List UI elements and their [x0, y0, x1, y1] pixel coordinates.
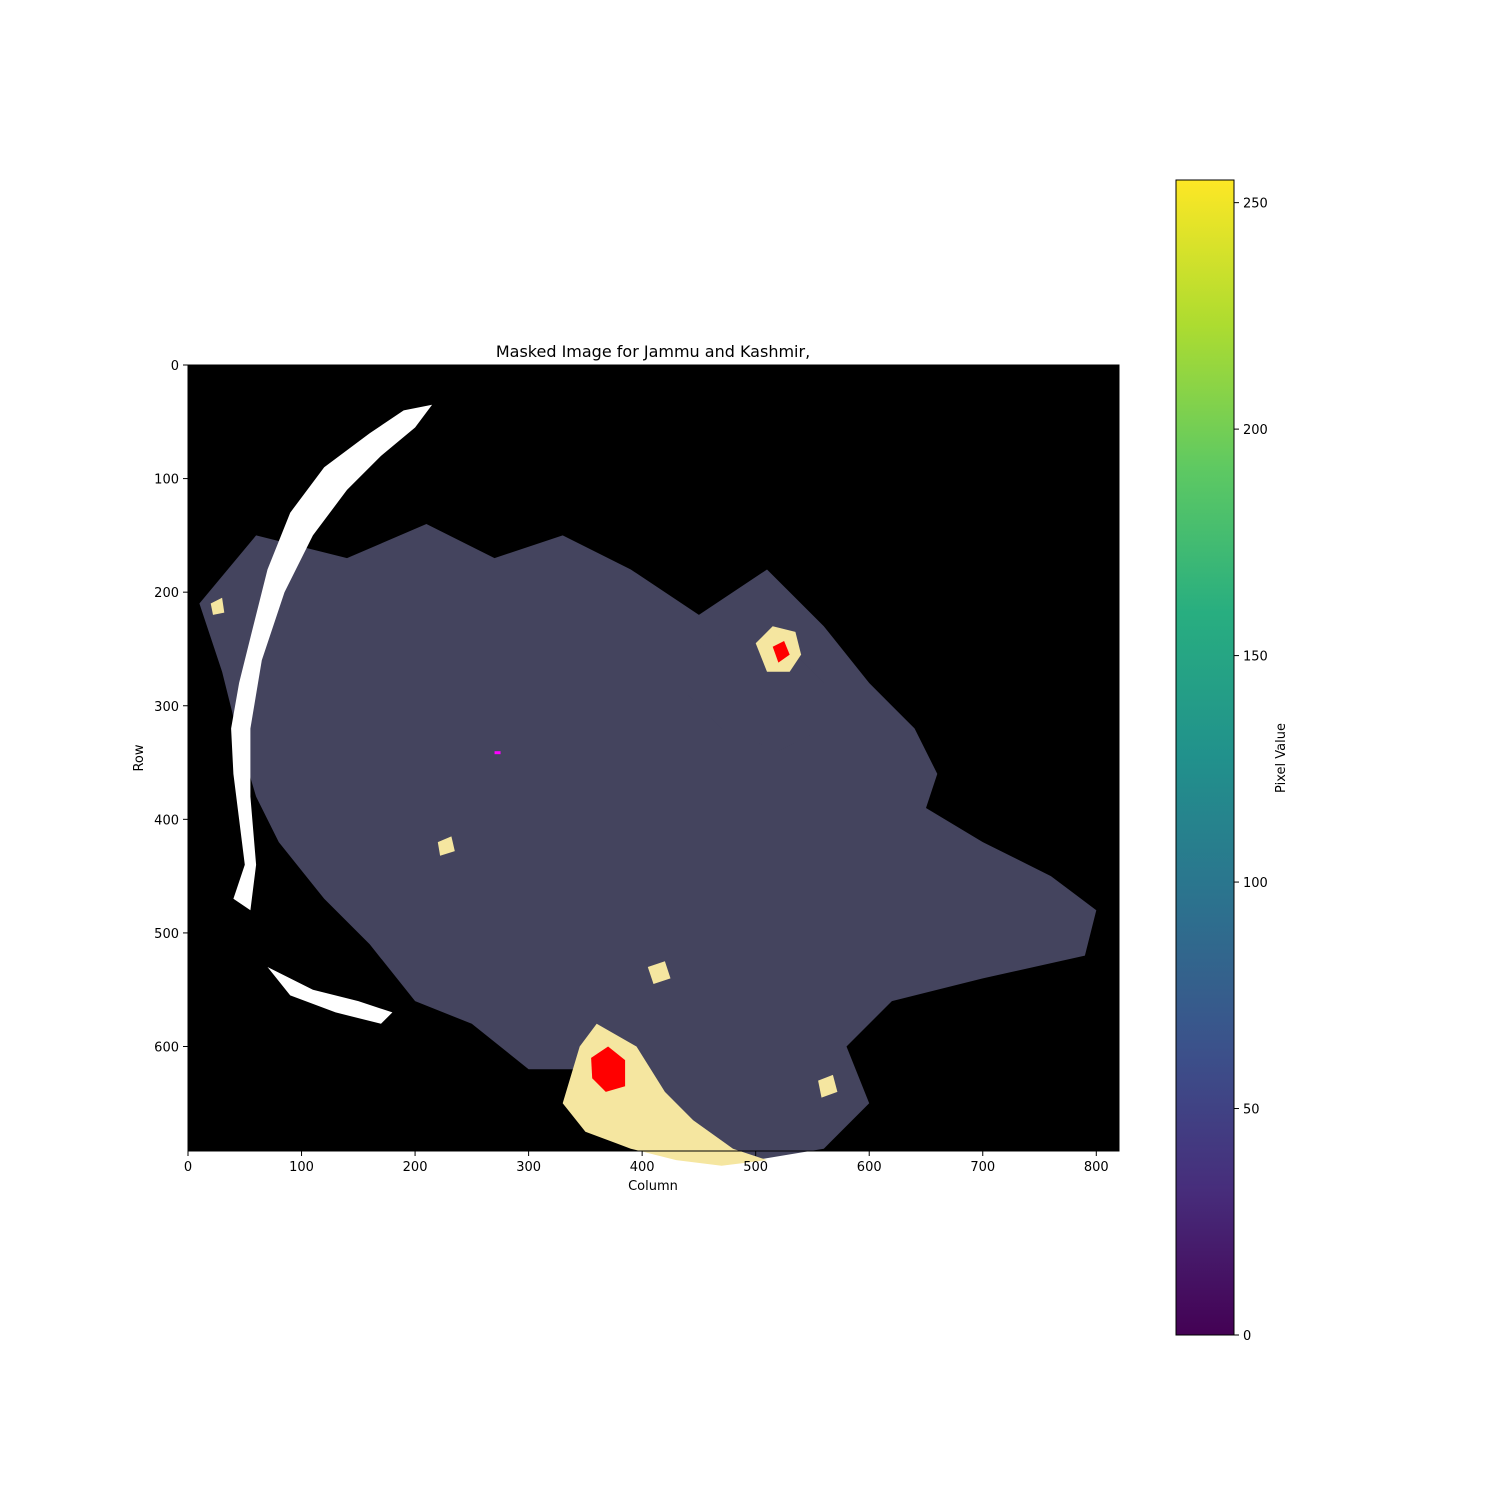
y-tick-label: 0 — [171, 359, 179, 374]
region-white-0 — [231, 404, 433, 911]
x-tick-label: 700 — [970, 1160, 995, 1175]
y-tick-label: 200 — [154, 586, 179, 601]
y-tick-label: 400 — [154, 813, 179, 828]
region-rural-0 — [199, 524, 1097, 1161]
chart-title: Masked Image for Jammu and Kashmir, — [496, 342, 810, 361]
y-tick-label: 500 — [154, 927, 179, 942]
x-axis-ticks: 0 100 200 300 400 500 600 700 800 — [184, 1151, 1109, 1175]
y-tick-label: 600 — [154, 1041, 179, 1056]
region-core-0 — [591, 1046, 626, 1092]
colorbar-tick-label: 100 — [1243, 876, 1268, 891]
colorbar-ticks: 0 50 100 150 200 250 — [1234, 197, 1268, 1344]
plot-frame — [187, 364, 1120, 1152]
x-tick-label: 500 — [743, 1160, 768, 1175]
colorbar-tick-label: 0 — [1243, 1329, 1251, 1344]
x-tick-label: 100 — [289, 1160, 314, 1175]
region-urban-3 — [437, 836, 455, 856]
colorbar-tick-label: 200 — [1243, 423, 1268, 438]
x-tick-label: 600 — [857, 1160, 882, 1175]
masked-image — [199, 404, 1097, 1166]
y-tick-label: 300 — [154, 700, 179, 715]
x-tick-label: 800 — [1084, 1160, 1109, 1175]
region-white-1 — [267, 967, 393, 1024]
colorbar-tick-label: 50 — [1243, 1103, 1260, 1118]
x-tick-label: 200 — [403, 1160, 428, 1175]
region-urban-4 — [647, 961, 671, 984]
region-urban-2 — [210, 597, 225, 615]
region-core-1 — [772, 641, 790, 663]
y-axis-label: Row — [132, 744, 147, 771]
x-tick-label: 400 — [630, 1160, 655, 1175]
colorbar-tick-label: 150 — [1243, 650, 1268, 665]
y-tick-label: 100 — [154, 473, 179, 488]
magenta-pixel-mark — [494, 751, 501, 755]
colorbar-gradient — [1175, 179, 1235, 1336]
region-urban-5 — [818, 1074, 838, 1098]
colorbar-tick-label: 250 — [1243, 197, 1268, 212]
x-tick-label: 300 — [516, 1160, 541, 1175]
x-axis-label: Column — [628, 1179, 678, 1194]
image-axes — [187, 364, 1120, 1166]
x-tick-label: 0 — [184, 1160, 192, 1175]
colorbar: 0 50 100 150 200 250 Pixel Value — [1175, 179, 1289, 1344]
y-axis-ticks: 0 100 200 300 400 500 600 — [154, 359, 188, 1056]
colorbar-label: Pixel Value — [1274, 723, 1289, 793]
